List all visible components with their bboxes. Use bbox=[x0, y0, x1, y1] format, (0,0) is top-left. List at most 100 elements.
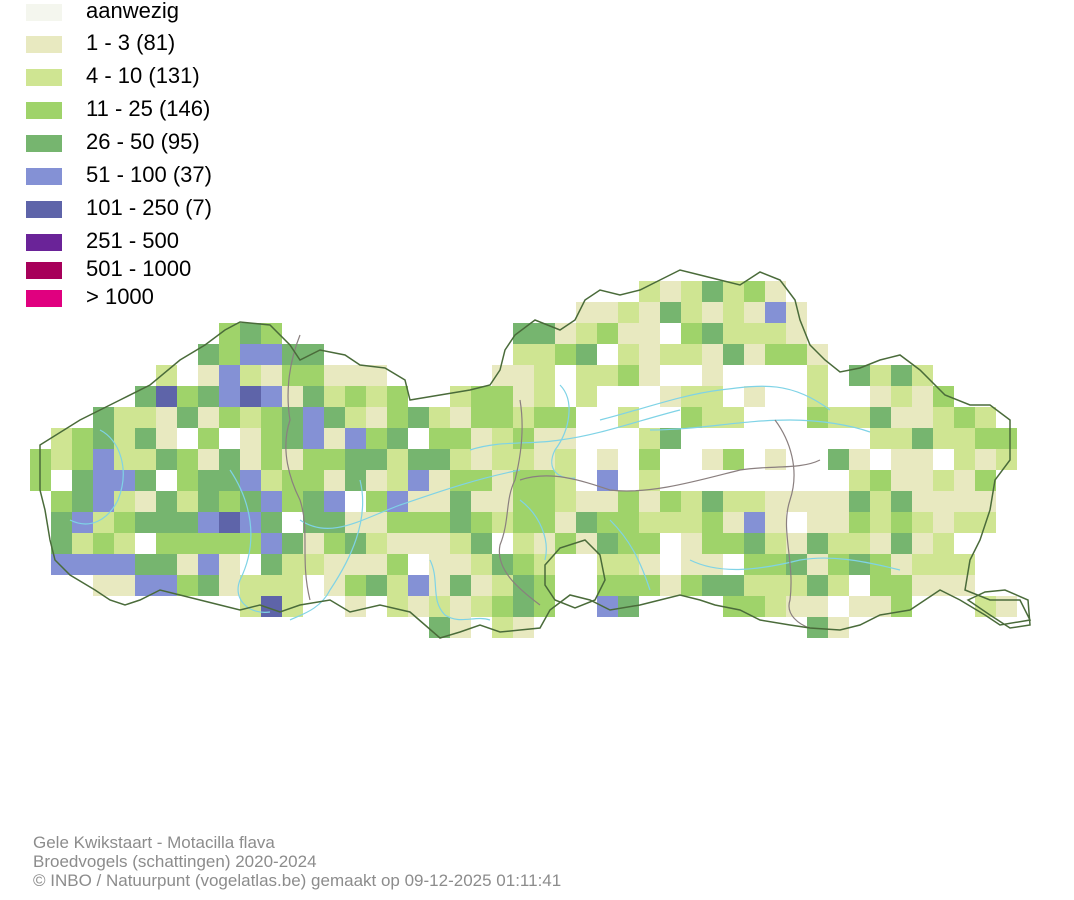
grid-cell bbox=[387, 533, 408, 554]
grid-cell bbox=[345, 533, 366, 554]
legend-item-501-1000: 501 - 1000 bbox=[26, 256, 286, 282]
grid-cell bbox=[429, 470, 450, 491]
grid-cell bbox=[471, 512, 492, 533]
grid-cell bbox=[450, 533, 471, 554]
grid-cell bbox=[765, 554, 786, 575]
grid-cell bbox=[219, 575, 240, 596]
grid-cell bbox=[933, 491, 954, 512]
grid-cell bbox=[639, 365, 660, 386]
legend-item-1-3: 1 - 3 (81) bbox=[26, 30, 286, 56]
grid-cell bbox=[681, 491, 702, 512]
grid-cell bbox=[639, 491, 660, 512]
grid-cell bbox=[702, 449, 723, 470]
grid-cell bbox=[534, 323, 555, 344]
grid-cell bbox=[492, 428, 513, 449]
grid-cell bbox=[324, 407, 345, 428]
legend-label: > 1000 bbox=[86, 284, 154, 309]
grid-cell bbox=[660, 428, 681, 449]
grid-cell bbox=[891, 554, 912, 575]
rivers-layer bbox=[69, 384, 901, 621]
grid-cell bbox=[744, 575, 765, 596]
grid-cell bbox=[702, 533, 723, 554]
grid-cell bbox=[303, 491, 324, 512]
grid-cell bbox=[933, 386, 954, 407]
grid-cell bbox=[156, 491, 177, 512]
grid-cell bbox=[51, 491, 72, 512]
grid-cell bbox=[93, 407, 114, 428]
grid-cell bbox=[576, 365, 597, 386]
grid-cell bbox=[975, 449, 996, 470]
grid-cell bbox=[303, 449, 324, 470]
grid-cell bbox=[177, 386, 198, 407]
grid-cell bbox=[849, 407, 870, 428]
grid-cell bbox=[429, 512, 450, 533]
grid-cell bbox=[681, 281, 702, 302]
grid-cell bbox=[387, 512, 408, 533]
grid-cell bbox=[429, 428, 450, 449]
grid-cell bbox=[534, 407, 555, 428]
grid-cell bbox=[534, 428, 555, 449]
grid-cell bbox=[891, 449, 912, 470]
grid-cell bbox=[219, 470, 240, 491]
legend-swatch bbox=[26, 69, 62, 86]
grid-cell bbox=[114, 449, 135, 470]
grid-cell bbox=[513, 596, 534, 617]
legend-swatch bbox=[26, 290, 62, 307]
grid-cell bbox=[954, 449, 975, 470]
grid-cell bbox=[723, 491, 744, 512]
grid-cell bbox=[513, 533, 534, 554]
grid-cell bbox=[261, 575, 282, 596]
grid-cell bbox=[219, 344, 240, 365]
grid-cell bbox=[345, 575, 366, 596]
grid-cell bbox=[114, 470, 135, 491]
grid-cell bbox=[639, 575, 660, 596]
grid-cell bbox=[177, 470, 198, 491]
river bbox=[69, 429, 124, 525]
grid-cell bbox=[870, 596, 891, 617]
grid-cell bbox=[471, 470, 492, 491]
grid-cell bbox=[240, 449, 261, 470]
grid-cell bbox=[429, 407, 450, 428]
grid-cell bbox=[324, 554, 345, 575]
grid-cell bbox=[513, 491, 534, 512]
grid-cell bbox=[72, 470, 93, 491]
grid-cell bbox=[261, 533, 282, 554]
grid-cell bbox=[534, 596, 555, 617]
grid-cell bbox=[219, 365, 240, 386]
grid-cell bbox=[849, 365, 870, 386]
grid-cell bbox=[765, 575, 786, 596]
grid-cell bbox=[72, 491, 93, 512]
grid-cell bbox=[366, 512, 387, 533]
grid-cell bbox=[156, 449, 177, 470]
province-border bbox=[519, 459, 821, 492]
grid-cell bbox=[513, 323, 534, 344]
grid-cell bbox=[534, 470, 555, 491]
grid-cell bbox=[681, 554, 702, 575]
legend-label: 11 - 25 (146) bbox=[86, 96, 211, 121]
grid-cell bbox=[261, 554, 282, 575]
grid-cell bbox=[744, 491, 765, 512]
grid-cell bbox=[702, 512, 723, 533]
province-border bbox=[498, 399, 541, 606]
grid-cell bbox=[261, 512, 282, 533]
grid-cell bbox=[891, 596, 912, 617]
grid-cell bbox=[786, 344, 807, 365]
legend-label: 501 - 1000 bbox=[86, 256, 192, 281]
grid-cell bbox=[135, 470, 156, 491]
grid-cell bbox=[51, 554, 72, 575]
grid-cell bbox=[639, 302, 660, 323]
grid-cell bbox=[555, 428, 576, 449]
grid-cell bbox=[366, 365, 387, 386]
legend-item-251-500: 251 - 500 bbox=[26, 228, 286, 254]
grid-cell bbox=[513, 512, 534, 533]
river bbox=[429, 559, 491, 621]
grid-cell bbox=[366, 428, 387, 449]
grid-cell bbox=[744, 554, 765, 575]
grid-cell bbox=[849, 554, 870, 575]
grid-cell bbox=[513, 449, 534, 470]
grid-cell bbox=[471, 575, 492, 596]
grid-cell bbox=[324, 575, 345, 596]
grid-cell bbox=[198, 407, 219, 428]
grid-cell bbox=[303, 407, 324, 428]
grid-cell bbox=[618, 512, 639, 533]
